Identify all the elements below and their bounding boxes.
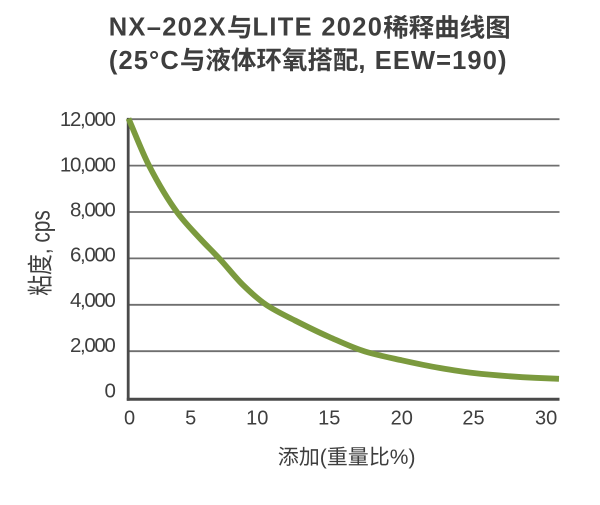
svg-text:10: 10 (246, 408, 268, 430)
svg-text:5: 5 (185, 408, 196, 430)
svg-text:6,000: 6,000 (70, 244, 115, 267)
svg-text:10,000: 10,000 (60, 153, 116, 176)
svg-text:4,000: 4,000 (70, 289, 115, 312)
svg-text:%): %) (390, 446, 416, 469)
svg-text:8,000: 8,000 (70, 199, 115, 222)
svg-text:(: ( (320, 446, 327, 469)
svg-text:NX–202X: NX–202X (109, 14, 227, 42)
svg-text:, EEW=190): , EEW=190) (358, 47, 507, 75)
svg-text:15: 15 (318, 408, 340, 430)
svg-text:, cps: , cps (26, 210, 55, 254)
svg-text:12,000: 12,000 (60, 108, 116, 131)
svg-text:(25°C: (25°C (109, 47, 180, 75)
svg-text:20: 20 (391, 408, 413, 430)
svg-text:25: 25 (462, 408, 484, 430)
svg-text:30: 30 (535, 408, 557, 430)
svg-text:2,000: 2,000 (70, 334, 115, 357)
svg-text:0: 0 (104, 379, 115, 402)
svg-text:LITE 2020: LITE 2020 (253, 14, 384, 42)
svg-text:0: 0 (124, 408, 135, 430)
